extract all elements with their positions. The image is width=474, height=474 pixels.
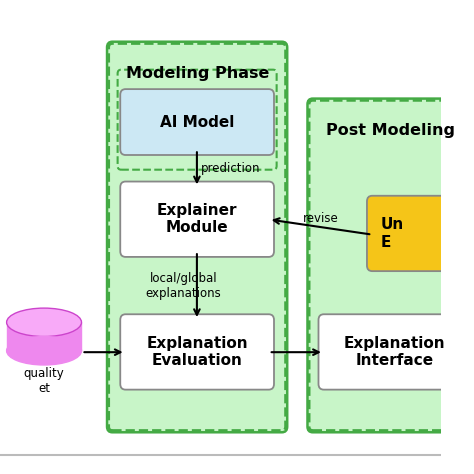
Text: AI Model: AI Model [160, 115, 234, 129]
FancyBboxPatch shape [120, 89, 274, 155]
Text: Explanation
Evaluation: Explanation Evaluation [146, 336, 248, 368]
FancyBboxPatch shape [367, 196, 474, 271]
FancyBboxPatch shape [107, 42, 287, 432]
FancyBboxPatch shape [120, 182, 274, 257]
Text: local/global
explanations: local/global explanations [146, 272, 221, 300]
Text: Explanation
Interface: Explanation Interface [344, 336, 445, 368]
Ellipse shape [7, 337, 82, 365]
Text: Modeling Phase: Modeling Phase [126, 66, 269, 82]
Ellipse shape [7, 308, 82, 337]
Text: quality
et: quality et [24, 367, 64, 395]
FancyBboxPatch shape [319, 314, 470, 390]
FancyBboxPatch shape [120, 314, 274, 390]
Bar [7, 322, 82, 351]
Text: prediction: prediction [201, 162, 261, 175]
Text: Explainer
Module: Explainer Module [157, 203, 237, 236]
Text: Un
E: Un E [381, 217, 404, 250]
FancyBboxPatch shape [308, 99, 474, 432]
Text: Post Modeling: Post Modeling [326, 123, 455, 138]
Text: revise: revise [302, 212, 338, 225]
